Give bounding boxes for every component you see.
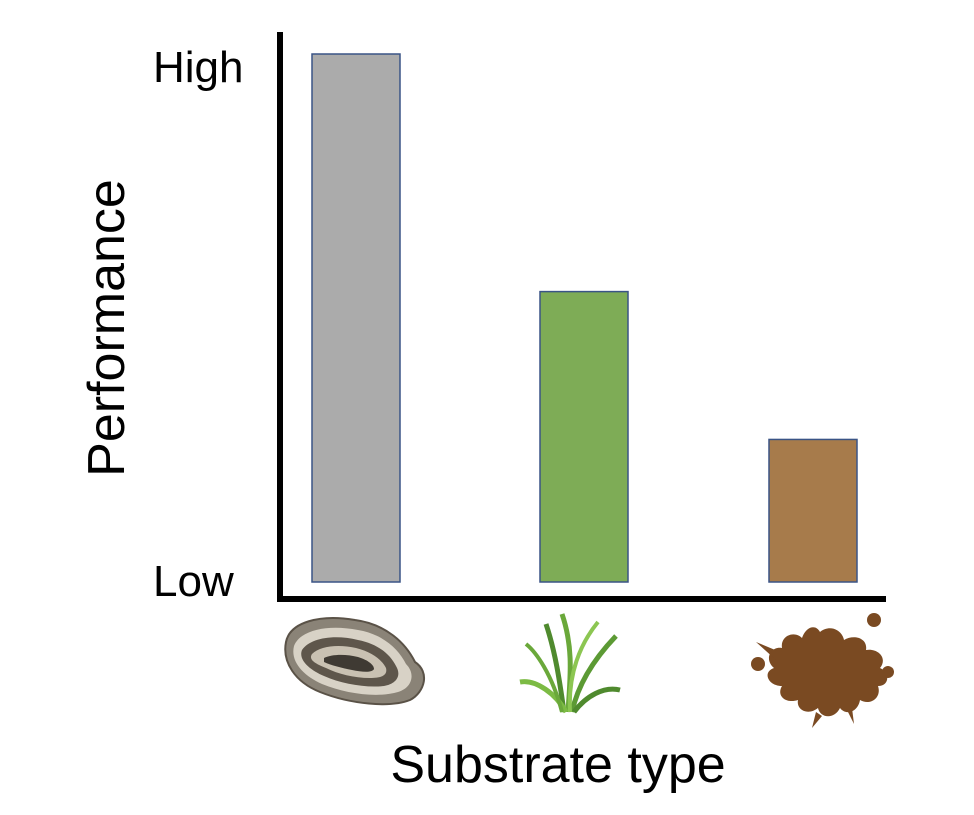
y-tick-label-low: Low bbox=[153, 557, 234, 606]
y-tick-label-high: High bbox=[153, 43, 244, 92]
bar-1 bbox=[311, 53, 401, 583]
bar-3 bbox=[768, 438, 858, 583]
x-axis-title: Substrate type bbox=[390, 736, 725, 794]
y-axis-title: Performance bbox=[78, 179, 136, 477]
bar-2 bbox=[539, 290, 629, 583]
seagrass-icon bbox=[519, 613, 621, 714]
bars-group bbox=[311, 53, 858, 583]
mud-splat-icon bbox=[751, 613, 894, 728]
oyster-shell-icon bbox=[284, 617, 425, 706]
